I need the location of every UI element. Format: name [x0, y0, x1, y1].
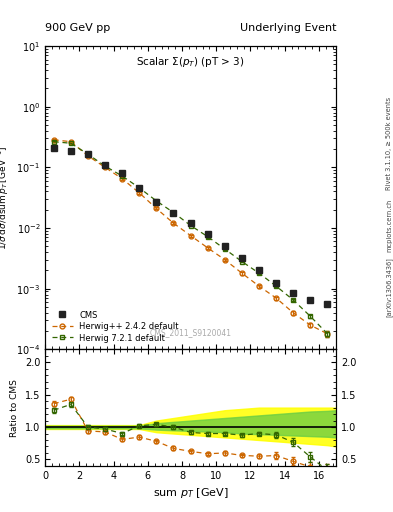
Text: Rivet 3.1.10, ≥ 500k events: Rivet 3.1.10, ≥ 500k events — [386, 97, 392, 190]
Y-axis label: $1/\sigma\,\mathrm{d}\sigma/\mathrm{dsum}\,p_T\,[\mathrm{GeV}^{-1}]$: $1/\sigma\,\mathrm{d}\sigma/\mathrm{dsum… — [0, 145, 11, 250]
X-axis label: sum $p_T$ [GeV]: sum $p_T$ [GeV] — [153, 486, 228, 500]
Text: mcplots.cern.ch: mcplots.cern.ch — [386, 199, 392, 252]
Text: Underlying Event: Underlying Event — [239, 23, 336, 33]
Y-axis label: Ratio to CMS: Ratio to CMS — [10, 379, 19, 437]
Text: Scalar $\Sigma(p_T)$ (pT > 3): Scalar $\Sigma(p_T)$ (pT > 3) — [136, 55, 245, 69]
Legend: CMS, Herwig++ 2.4.2 default, Herwig 7.2.1 default: CMS, Herwig++ 2.4.2 default, Herwig 7.2.… — [50, 308, 181, 345]
Text: 900 GeV pp: 900 GeV pp — [45, 23, 110, 33]
Text: CMS_2011_S9120041: CMS_2011_S9120041 — [150, 328, 231, 337]
Text: [arXiv:1306.3436]: [arXiv:1306.3436] — [386, 257, 392, 316]
